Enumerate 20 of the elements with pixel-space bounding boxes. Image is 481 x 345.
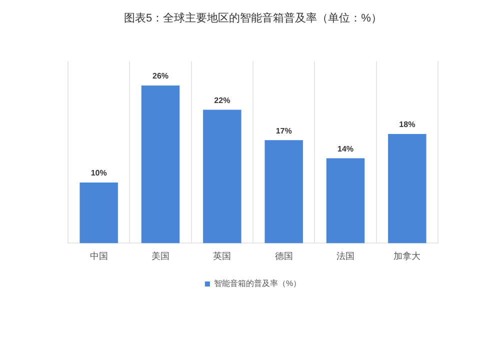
bar — [388, 134, 426, 244]
bar — [80, 182, 118, 244]
x-tick-label: 加拿大 — [394, 251, 421, 262]
data-label: 26% — [152, 72, 169, 81]
bar — [141, 85, 180, 244]
x-tick-label: 美国 — [152, 251, 170, 262]
x-tick-label: 法国 — [336, 251, 354, 262]
chart-title: 图表5：全球主要地区的智能音箱普及率（单位：%） — [124, 12, 382, 25]
x-tick-label: 中国 — [90, 251, 108, 262]
legend-label: 智能音箱的普及率（%） — [214, 279, 302, 288]
data-label: 22% — [214, 96, 230, 105]
bar — [203, 110, 242, 244]
x-tick-label: 英国 — [213, 251, 232, 262]
data-label: 17% — [276, 126, 292, 136]
data-label: 18% — [399, 120, 416, 130]
data-label: 14% — [337, 144, 354, 154]
bar — [326, 158, 365, 244]
bar — [264, 140, 303, 244]
data-label: 10% — [90, 168, 107, 178]
x-tick-label: 德国 — [274, 251, 293, 262]
